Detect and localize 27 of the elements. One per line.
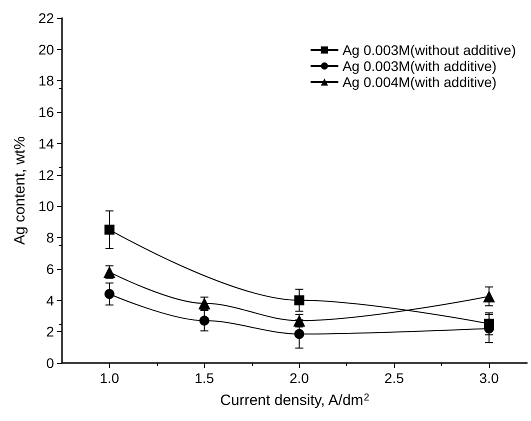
legend-label: Ag 0.003M(with additive) xyxy=(342,58,497,74)
point xyxy=(199,316,210,326)
y-tick-label: 22 xyxy=(38,10,54,26)
y-tick-label: 18 xyxy=(38,72,54,89)
y-tick-label: 16 xyxy=(38,104,54,120)
x-tick-label: 3.0 xyxy=(479,370,499,386)
y-tick-label: 8 xyxy=(46,230,54,246)
x-tick-label: 2.0 xyxy=(290,370,310,386)
y-tick-label: 4 xyxy=(46,292,54,308)
y-tick-label: 0 xyxy=(46,355,54,371)
legend-label: Ag 0.004M(with additive) xyxy=(342,74,497,90)
y-tick-label: 20 xyxy=(38,41,54,58)
y-tick-label: 6 xyxy=(46,260,54,277)
y-tick-label: 12 xyxy=(38,166,54,183)
point xyxy=(294,328,304,339)
x-tick-label: 1.5 xyxy=(194,370,214,386)
x-tick-label: 2.5 xyxy=(384,370,404,386)
point xyxy=(104,224,114,235)
y-tick-label: 10 xyxy=(38,198,54,214)
y-tick-label: 2 xyxy=(46,324,54,340)
y-tick-label: 14 xyxy=(38,135,54,152)
point xyxy=(104,289,114,299)
legend-label: Ag 0.003M(without additive) xyxy=(342,42,516,58)
point xyxy=(294,295,304,306)
x-tick-label: 1.0 xyxy=(100,370,120,386)
point xyxy=(483,290,496,302)
y-axis-title: Ag content, wt% xyxy=(12,136,29,245)
